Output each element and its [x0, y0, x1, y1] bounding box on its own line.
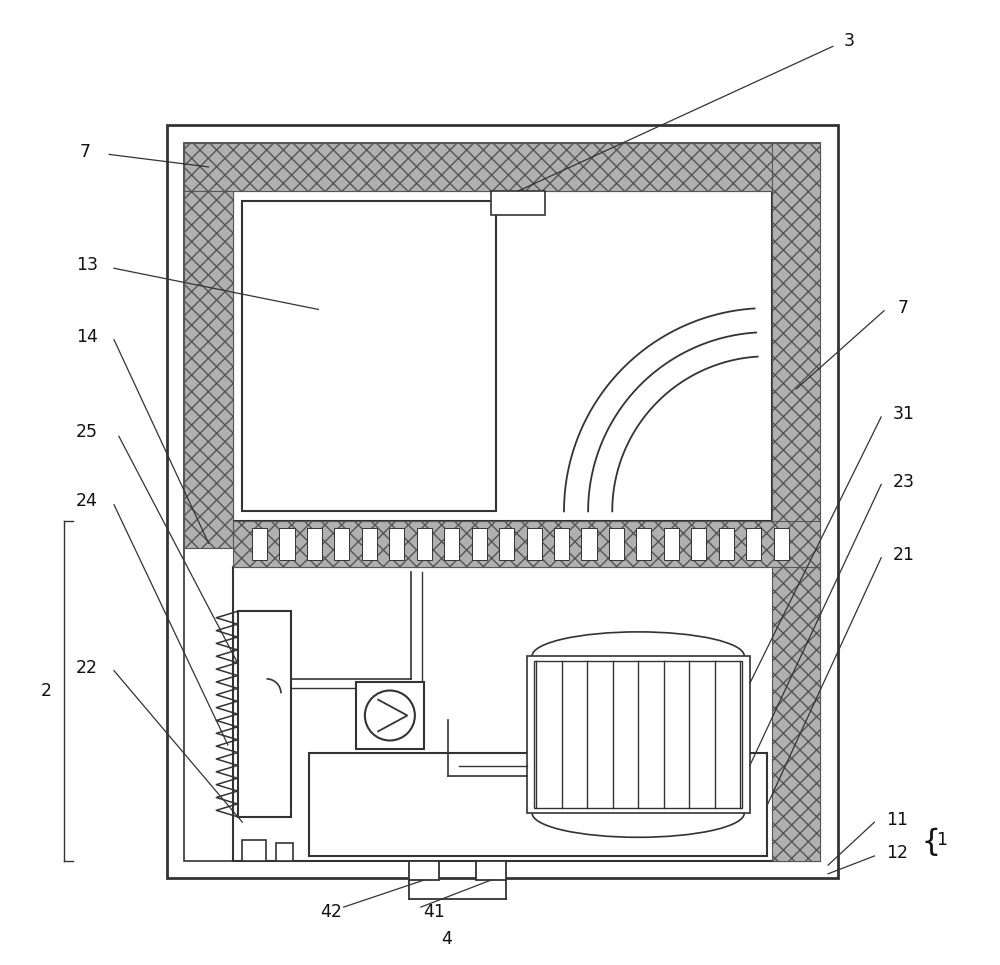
Text: 12: 12 [887, 844, 909, 862]
Text: 42: 42 [320, 903, 342, 921]
Bar [389, 528, 404, 561]
Text: 14: 14 [76, 328, 98, 345]
Bar [581, 528, 597, 561]
Text: 41: 41 [423, 903, 445, 921]
Bar [554, 528, 569, 561]
Text: 21: 21 [892, 546, 914, 564]
Bar [238, 612, 291, 816]
Text: 11: 11 [887, 812, 909, 829]
Circle shape [365, 691, 415, 740]
Text: 13: 13 [76, 257, 98, 274]
Text: 22: 22 [76, 659, 98, 676]
Bar [444, 528, 459, 561]
Bar [233, 521, 820, 567]
Bar [746, 528, 761, 561]
Text: 4: 4 [441, 930, 452, 948]
Text: }: } [915, 825, 934, 854]
Bar [356, 681, 424, 749]
Text: 1: 1 [936, 831, 947, 848]
Text: 3: 3 [844, 32, 855, 49]
Bar [233, 191, 772, 521]
Bar [184, 143, 820, 861]
Bar [534, 661, 742, 809]
Bar [252, 528, 267, 561]
Text: 31: 31 [892, 405, 914, 423]
Bar [491, 191, 545, 215]
Bar [719, 528, 734, 561]
Bar [499, 528, 514, 561]
Text: 25: 25 [76, 424, 98, 441]
Bar [276, 843, 293, 861]
Bar [307, 528, 322, 561]
Bar [184, 143, 820, 191]
Bar [409, 861, 439, 880]
Bar [527, 656, 750, 813]
Text: 7: 7 [80, 143, 91, 160]
Bar [362, 528, 377, 561]
Bar [774, 528, 789, 561]
Bar [527, 528, 542, 561]
Bar [772, 143, 820, 861]
Bar [279, 528, 295, 561]
Bar [417, 528, 432, 561]
Bar [242, 840, 266, 861]
Bar [609, 528, 624, 561]
Bar [184, 191, 233, 548]
Bar [636, 528, 651, 561]
Text: 7: 7 [898, 299, 909, 317]
Bar [242, 201, 496, 511]
Text: 24: 24 [76, 492, 98, 510]
Bar [476, 861, 506, 880]
Text: 23: 23 [892, 473, 914, 490]
Bar [691, 528, 706, 561]
Text: 2: 2 [41, 682, 52, 700]
Bar [309, 754, 767, 856]
Bar [664, 528, 679, 561]
Bar [167, 125, 838, 878]
Bar [472, 528, 487, 561]
Bar [334, 528, 349, 561]
Bar [233, 567, 820, 861]
